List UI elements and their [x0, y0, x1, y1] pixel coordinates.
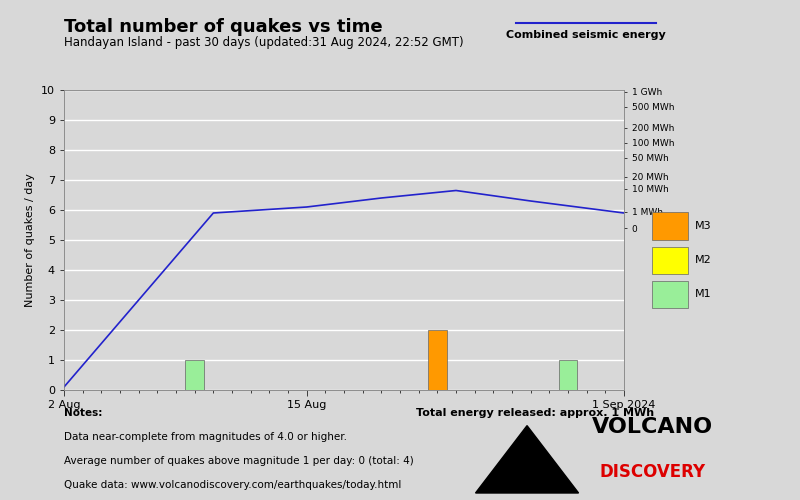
Text: Combined seismic energy: Combined seismic energy [506, 30, 666, 40]
Bar [428, 330, 446, 390]
Text: M3: M3 [694, 221, 711, 231]
Text: Data near-complete from magnitudes of 4.0 or higher.: Data near-complete from magnitudes of 4.… [64, 432, 347, 442]
Text: Quake data: www.volcanodiscovery.com/earthquakes/today.html: Quake data: www.volcanodiscovery.com/ear… [64, 480, 402, 490]
Text: DISCOVERY: DISCOVERY [599, 463, 706, 481]
Bar [558, 360, 578, 390]
Text: M2: M2 [694, 255, 711, 265]
Text: Total number of quakes vs time: Total number of quakes vs time [64, 18, 382, 36]
Text: VOLCANO: VOLCANO [591, 417, 713, 437]
Y-axis label: Number of quakes / day: Number of quakes / day [26, 173, 35, 307]
Text: Handayan Island - past 30 days (updated:31 Aug 2024, 22:52 GMT): Handayan Island - past 30 days (updated:… [64, 36, 464, 49]
Text: M1: M1 [694, 289, 711, 299]
Polygon shape [475, 426, 578, 493]
Bar [186, 360, 204, 390]
Text: Average number of quakes above magnitude 1 per day: 0 (total: 4): Average number of quakes above magnitude… [64, 456, 414, 466]
Text: Notes:: Notes: [64, 408, 102, 418]
Text: Total energy released: approx. 1 MWh: Total energy released: approx. 1 MWh [416, 408, 654, 418]
